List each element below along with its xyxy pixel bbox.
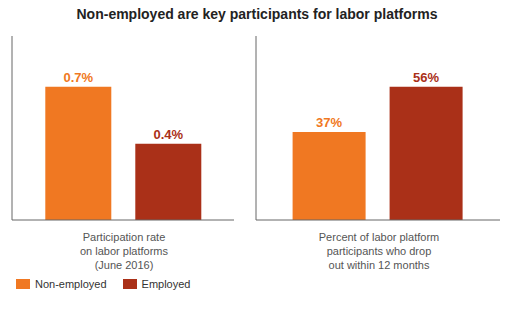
svg-text:0.7%: 0.7%: [63, 70, 93, 85]
html-text:Employed: Employed: [141, 278, 191, 290]
svg-text:37%: 37%: [316, 115, 342, 130]
html-text:Non-employed: Non-employed: [35, 278, 107, 290]
html-text:Non-employed are key participa: Non-employed are key participants for la…: [76, 6, 438, 22]
html-text:Participation rate on labor pl: Participation rate on labor platforms (J…: [80, 231, 168, 271]
html-text:Percent of labor platform part: Percent of labor platform participants w…: [318, 231, 440, 271]
svg-text:0.4%: 0.4%: [153, 127, 183, 142]
svg-text:56%: 56%: [413, 70, 439, 85]
